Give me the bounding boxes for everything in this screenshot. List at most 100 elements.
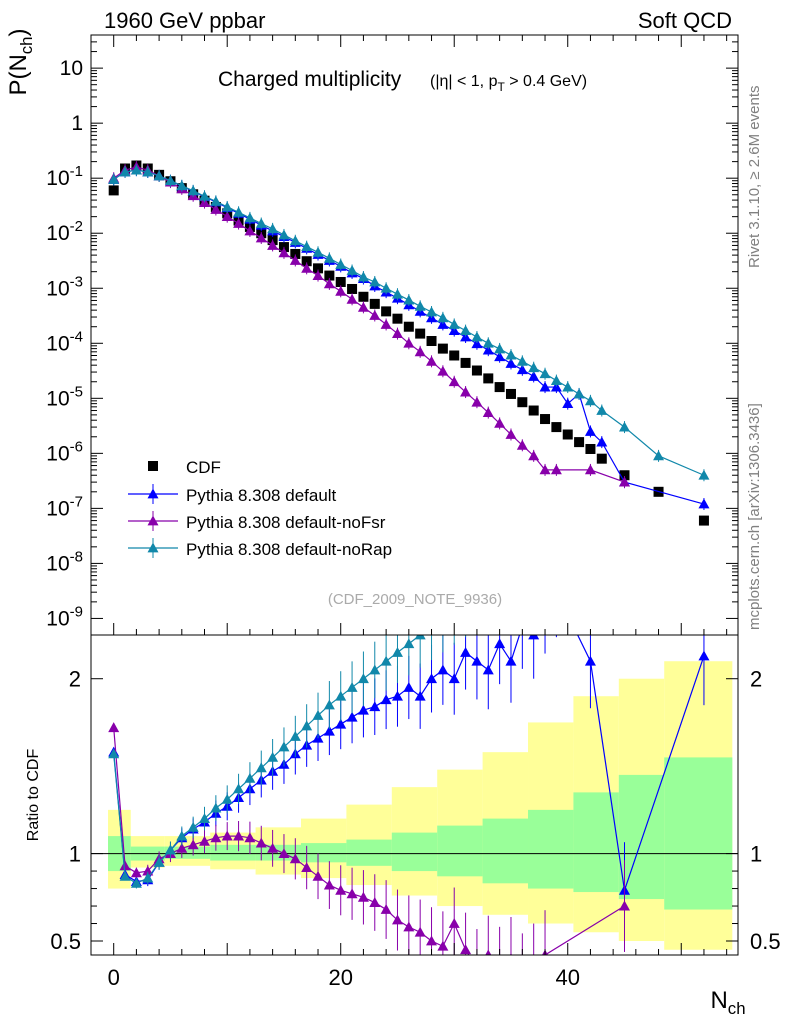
point-cdf-41: [574, 437, 585, 448]
point-pythia-8-308-default-norap-5: [164, 175, 176, 186]
point-pythia-8-308-default-norap-43: [596, 405, 608, 415]
ratio-point-pythia-8-308-default-norap-22: [357, 673, 369, 684]
ratio-point-pythia-8-308-default-32: [471, 655, 483, 666]
ratio-point-pythia-8-308-default-norap-0: [108, 748, 120, 759]
ratio-point-pythia-8-308-default-23: [369, 701, 381, 712]
ratio-y-tick-label-1: 1: [69, 842, 81, 867]
ratio-uncertainty-bands: [91, 661, 738, 950]
point-cdf-26: [403, 321, 414, 332]
ratio-point-pythia-8-308-default-nofsr-24: [380, 904, 392, 914]
ratio-y-tick-label-right-0-5: 0.5: [750, 929, 781, 954]
y-tick-label-10-4: 10-4: [46, 328, 83, 355]
ratio-point-pythia-8-308-default-norap-11: [233, 783, 245, 794]
ratio-point-pythia-8-308-default-norap-25: [391, 646, 403, 657]
x-tick-label-0: 0: [108, 965, 120, 990]
ratio-point-pythia-8-308-default-nofsr-28: [426, 935, 438, 946]
point-pythia-8-308-default-nofsr-29: [437, 365, 449, 376]
ratio-point-pythia-8-308-default-nofsr-9: [210, 832, 222, 843]
ratio-point-pythia-8-308-default-nofsr-17: [301, 862, 313, 872]
legend-item-pythia-8-308-default-nofsr: Pythia 8.308 default-noFsr: [128, 511, 386, 532]
ratio-y-tick-label-right-1: 1: [750, 842, 762, 867]
ratio-point-pythia-8-308-default-38: [540, 603, 551, 613]
point-pythia-8-308-default-nofsr-13: [255, 232, 267, 243]
ratio-line-pythia-8-308-default-nofsr: [113, 727, 625, 955]
point-cdf-22: [358, 291, 369, 302]
ratio-point-pythia-8-308-default-norap-33: [483, 577, 494, 587]
header-left: 1960 GeV ppbar: [104, 8, 266, 33]
ratio-point-pythia-8-308-default-nofsr-7: [187, 839, 199, 850]
ratio-point-pythia-8-308-default-norap-21: [346, 681, 358, 692]
ratio-axes: 0 20 40 0.5 0.5 1 1 2 2: [50, 634, 781, 990]
legend-item-pythia-8-308-default: Pythia 8.308 default: [128, 484, 337, 505]
point-pythia-8-308-default-norap-4: [153, 170, 165, 181]
y-tick-label-10-8: 10-8: [46, 548, 83, 575]
point-pythia-8-308-default-norap-14: [267, 223, 279, 234]
point-pythia-8-308-default-nofsr-33: [482, 407, 494, 418]
point-cdf-33: [483, 373, 494, 384]
point-pythia-8-308-default-norap-34: [494, 343, 506, 354]
ratio-point-pythia-8-308-default-norap-14: [267, 751, 279, 762]
point-pythia-8-308-default-nofsr-12: [244, 225, 256, 236]
point-pythia-8-308-default-norap-6: [176, 180, 188, 191]
point-pythia-8-308-default-norap-40: [562, 381, 574, 392]
y-tick-label-10-5: 10-5: [46, 383, 83, 410]
plot-title-cuts: (|η| < 1, pT > 0.4 GeV): [430, 73, 587, 94]
ratio-point-pythia-8-308-default-37: [528, 635, 540, 640]
ratio-point-pythia-8-308-default-nofsr-39: [618, 900, 630, 911]
ratio-point-pythia-8-308-default-21: [346, 711, 358, 722]
ratio-point-pythia-8-308-default-nofsr-31: [460, 944, 472, 955]
point-pythia-8-308-default-43: [596, 436, 608, 447]
point-pythia-8-308-default-nofsr-22: [357, 301, 369, 312]
green-band-2: [164, 846, 211, 859]
ratio-point-pythia-8-308-default-nofsr-35: [509, 952, 513, 955]
green-band-7: [391, 832, 438, 872]
generator-label: Rivet 3.1.10, ≥ 2.6M events: [746, 85, 763, 269]
ratio-y-tick-label-0-5: 0.5: [50, 929, 81, 954]
point-pythia-8-308-default-nofsr-20: [335, 285, 347, 296]
ratio-point-pythia-8-308-default-nofsr-23: [369, 897, 381, 907]
ratio-point-pythia-8-308-default-28: [426, 673, 438, 684]
ratio-point-pythia-8-308-default-norap-20: [335, 690, 347, 701]
point-cdf-36: [517, 397, 528, 408]
ratio-point-pythia-8-308-default-norap-29: [437, 612, 448, 622]
ratio-point-pythia-8-308-default-norap-5: [164, 844, 176, 855]
ratio-point-pythia-8-308-default-nofsr-36: [517, 970, 528, 980]
y-tick-label-10-7: 10-7: [46, 493, 83, 520]
point-cdf-39: [551, 422, 562, 433]
green-band-3: [210, 844, 256, 861]
point-pythia-8-308-default-nofsr-39: [550, 464, 562, 475]
y-tick-label-10-6: 10-6: [46, 438, 83, 465]
ratio-series-pythia-8-308-default-norap: [108, 560, 516, 889]
ratio-point-pythia-8-308-default-norap-35: [505, 560, 516, 570]
ratio-point-pythia-8-308-default-norap-23: [369, 664, 381, 675]
legend-label-cdf: CDF: [186, 458, 221, 477]
x-tick-label-40: 40: [555, 965, 579, 990]
point-pythia-8-308-default-nofsr-25: [391, 328, 403, 338]
point-pythia-8-308-default-norap-13: [255, 218, 267, 228]
ratio-point-pythia-8-308-default-nofsr-19: [323, 879, 335, 890]
point-pythia-8-308-default-nofsr-41: [618, 476, 630, 487]
legend-label-pythia-8-308-default-nofsr: Pythia 8.308 default-noFsr: [186, 513, 386, 532]
point-pythia-8-308-default-norap-37: [528, 362, 540, 373]
ratio-point-pythia-8-308-default-nofsr-26: [403, 921, 415, 932]
point-pythia-8-308-default-nofsr-23: [369, 309, 381, 320]
point-cdf-29: [437, 343, 448, 354]
point-cdf-30: [449, 350, 460, 361]
x-tick-label-20: 20: [328, 965, 352, 990]
ratio-axis-title: Ratio to CDF: [25, 749, 42, 842]
point-pythia-8-308-default-nofsr-28: [426, 355, 438, 366]
point-pythia-8-308-default-33: [482, 344, 494, 355]
point-pythia-8-308-default-nofsr-9: [210, 203, 222, 214]
point-pythia-8-308-default-norap-19: [323, 252, 335, 263]
point-pythia-8-308-default-norap-29: [437, 312, 449, 323]
ratio-point-pythia-8-308-default-22: [357, 704, 369, 715]
ratio-point-pythia-8-308-default-nofsr-20: [335, 884, 347, 895]
ratio-point-pythia-8-308-default-norap-17: [301, 720, 313, 731]
ratio-point-pythia-8-308-default-40: [584, 655, 596, 666]
legend-item-cdf: CDF: [148, 458, 221, 477]
point-pythia-8-308-default-norap-11: [233, 206, 245, 217]
point-pythia-8-308-default-nofsr-19: [323, 278, 335, 289]
point-cdf-44: [619, 470, 630, 481]
plot-title: Charged multiplicity: [218, 68, 402, 91]
point-pythia-8-308-default-norap-33: [482, 337, 494, 348]
